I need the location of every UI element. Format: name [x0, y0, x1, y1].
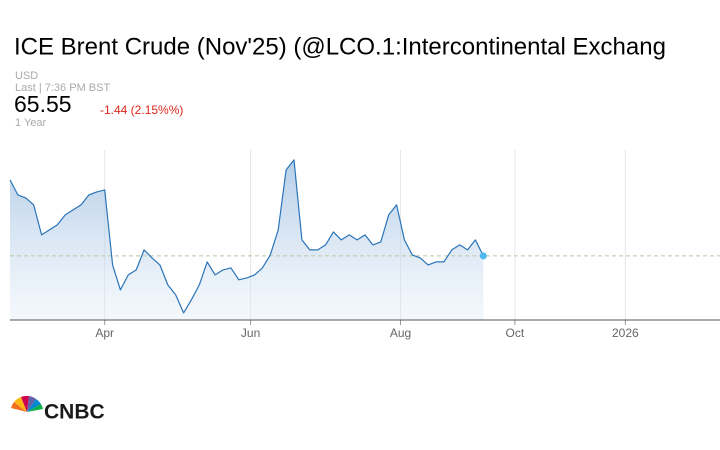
x-tick-label: Jun: [241, 326, 260, 340]
price-change: -1.44 (2.15%%): [100, 103, 183, 117]
area-fill: [10, 159, 484, 320]
currency: USD: [15, 70, 38, 82]
last-label: Last | 7:36 PM BST: [15, 82, 110, 94]
x-tick-label: 2026: [612, 326, 639, 340]
price-line: [9, 159, 484, 314]
plot-area: Apr Jun Aug Oct 2026: [9, 150, 720, 340]
chart-title: ICE Brent Crude (Nov'25) (@LCO.1:Interco…: [14, 33, 666, 60]
range-label: 1 Year: [15, 117, 47, 129]
logo-text: CNBC: [44, 401, 105, 424]
last-price: 65.55: [14, 91, 72, 117]
last-point: [479, 252, 487, 260]
x-tick-label: Aug: [390, 326, 411, 340]
logo: CNBC: [11, 395, 105, 424]
x-tick-label: Oct: [506, 326, 525, 340]
peacock-icon: [11, 395, 43, 412]
x-tick-label: Apr: [95, 326, 114, 340]
